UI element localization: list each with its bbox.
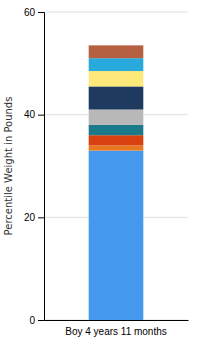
y-tick-mark: [38, 320, 44, 321]
y-tick: 40: [24, 109, 44, 120]
y-tick: 20: [24, 212, 44, 223]
y-tick-mark: [38, 12, 44, 13]
bar-segment: [89, 86, 144, 109]
bars: [89, 45, 144, 320]
y-tick-label: 40: [24, 109, 36, 120]
x-tick: Boy 4 years 11 months: [65, 326, 167, 337]
bar-segment: [89, 110, 144, 125]
y-tick: 60: [24, 7, 44, 18]
y-axis-title: Percentile Weight in Pounds: [3, 97, 14, 236]
y-axis-line: [38, 13, 45, 321]
x-tick-label: Boy 4 years 11 months: [65, 326, 167, 337]
bar-segment: [89, 58, 144, 71]
y-tick-label: 20: [24, 212, 36, 223]
grid-line: [44, 12, 188, 13]
y-tick-mark: [38, 217, 44, 218]
x-axis-line: [45, 320, 189, 321]
x-axis: Boy 4 years 11 months: [45, 321, 189, 338]
grid: [44, 12, 188, 320]
bar-segment: [89, 135, 144, 145]
y-axis: 0 20 40 60: [24, 7, 45, 326]
chart: 0 20 40 60 Boy 4 years 11 months Percentile W…: [0, 0, 200, 350]
y-tick: 0: [29, 315, 44, 326]
bar-segment: [89, 125, 144, 135]
bar-segment: [89, 45, 144, 58]
bar-segment: [89, 71, 144, 86]
y-tick-mark: [38, 115, 44, 116]
y-tick-label: 0: [29, 315, 35, 326]
y-tick-label: 60: [24, 7, 36, 18]
bar-segment: [89, 145, 144, 150]
plot: 0 20 40 60 Boy 4 years 11 months: [24, 7, 189, 337]
bar-segment: [89, 151, 144, 320]
